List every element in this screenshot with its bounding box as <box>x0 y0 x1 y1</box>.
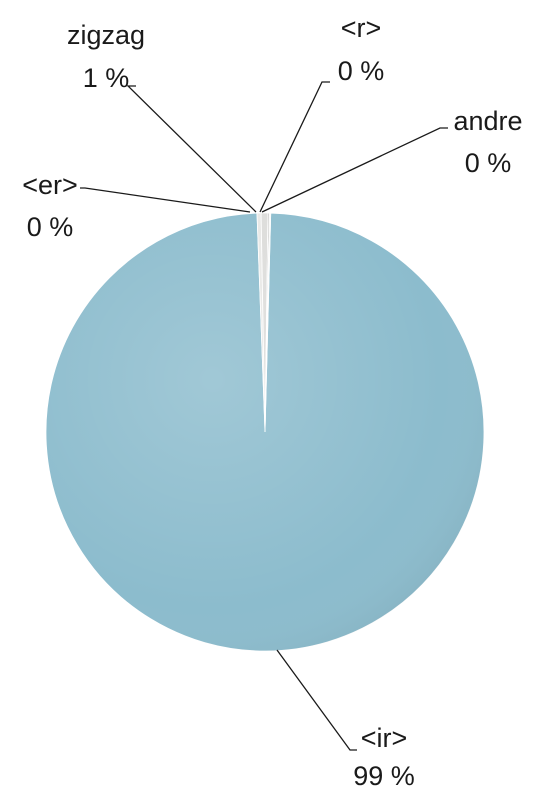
pie-slices <box>45 212 485 652</box>
leader-line-ir <box>276 649 357 751</box>
leader-line-er <box>80 187 251 213</box>
slice-label-r: <r> <box>341 13 382 43</box>
leader-line-andre <box>261 127 448 213</box>
slice-label-er: <er> <box>22 170 78 200</box>
slice-value-andre: 0 % <box>465 148 512 178</box>
data-labels: <ir> 99 % <er> 0 % zigzag 1 % <r> 0 % an… <box>22 13 522 791</box>
leader-line-zigzag <box>126 85 257 213</box>
slice-value-ir: 99 % <box>353 761 415 791</box>
slice-label-zigzag: zigzag <box>67 20 145 50</box>
slice-label-ir: <ir> <box>361 723 408 753</box>
slice-value-r: 0 % <box>338 56 385 86</box>
leader-lines <box>80 81 448 751</box>
leader-line-r <box>259 81 330 213</box>
slice-value-zigzag: 1 % <box>83 63 130 93</box>
slice-value-er: 0 % <box>27 212 74 242</box>
slice-label-andre: andre <box>453 106 522 136</box>
